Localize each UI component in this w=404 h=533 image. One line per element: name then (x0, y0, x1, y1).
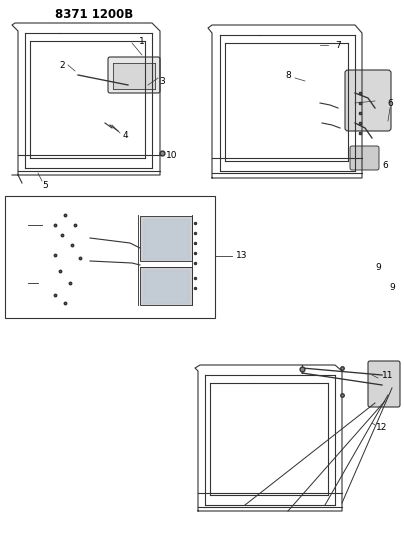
Bar (5, 196, 215, 318)
Text: 6: 6 (382, 160, 388, 169)
Text: 8: 8 (285, 70, 291, 79)
Text: 4: 4 (122, 132, 128, 141)
Text: 12: 12 (376, 424, 388, 432)
Text: 6: 6 (387, 99, 393, 108)
FancyBboxPatch shape (108, 57, 160, 93)
Text: 8371 1200B: 8371 1200B (55, 9, 133, 21)
Text: 7: 7 (335, 41, 341, 50)
Text: 9: 9 (389, 284, 395, 293)
Text: 3: 3 (159, 77, 165, 85)
Polygon shape (143, 219, 189, 259)
Text: 11: 11 (382, 370, 394, 379)
Text: 9: 9 (375, 263, 381, 272)
FancyBboxPatch shape (350, 146, 379, 170)
Text: 1: 1 (139, 36, 145, 45)
Bar (140, 216, 192, 261)
Polygon shape (143, 270, 189, 303)
Polygon shape (113, 63, 155, 89)
Text: 2: 2 (59, 61, 65, 69)
FancyBboxPatch shape (345, 70, 391, 131)
Bar (140, 267, 192, 305)
Text: 5: 5 (42, 181, 48, 190)
Text: 13: 13 (236, 252, 248, 261)
Text: 10: 10 (166, 151, 178, 160)
FancyBboxPatch shape (368, 361, 400, 407)
